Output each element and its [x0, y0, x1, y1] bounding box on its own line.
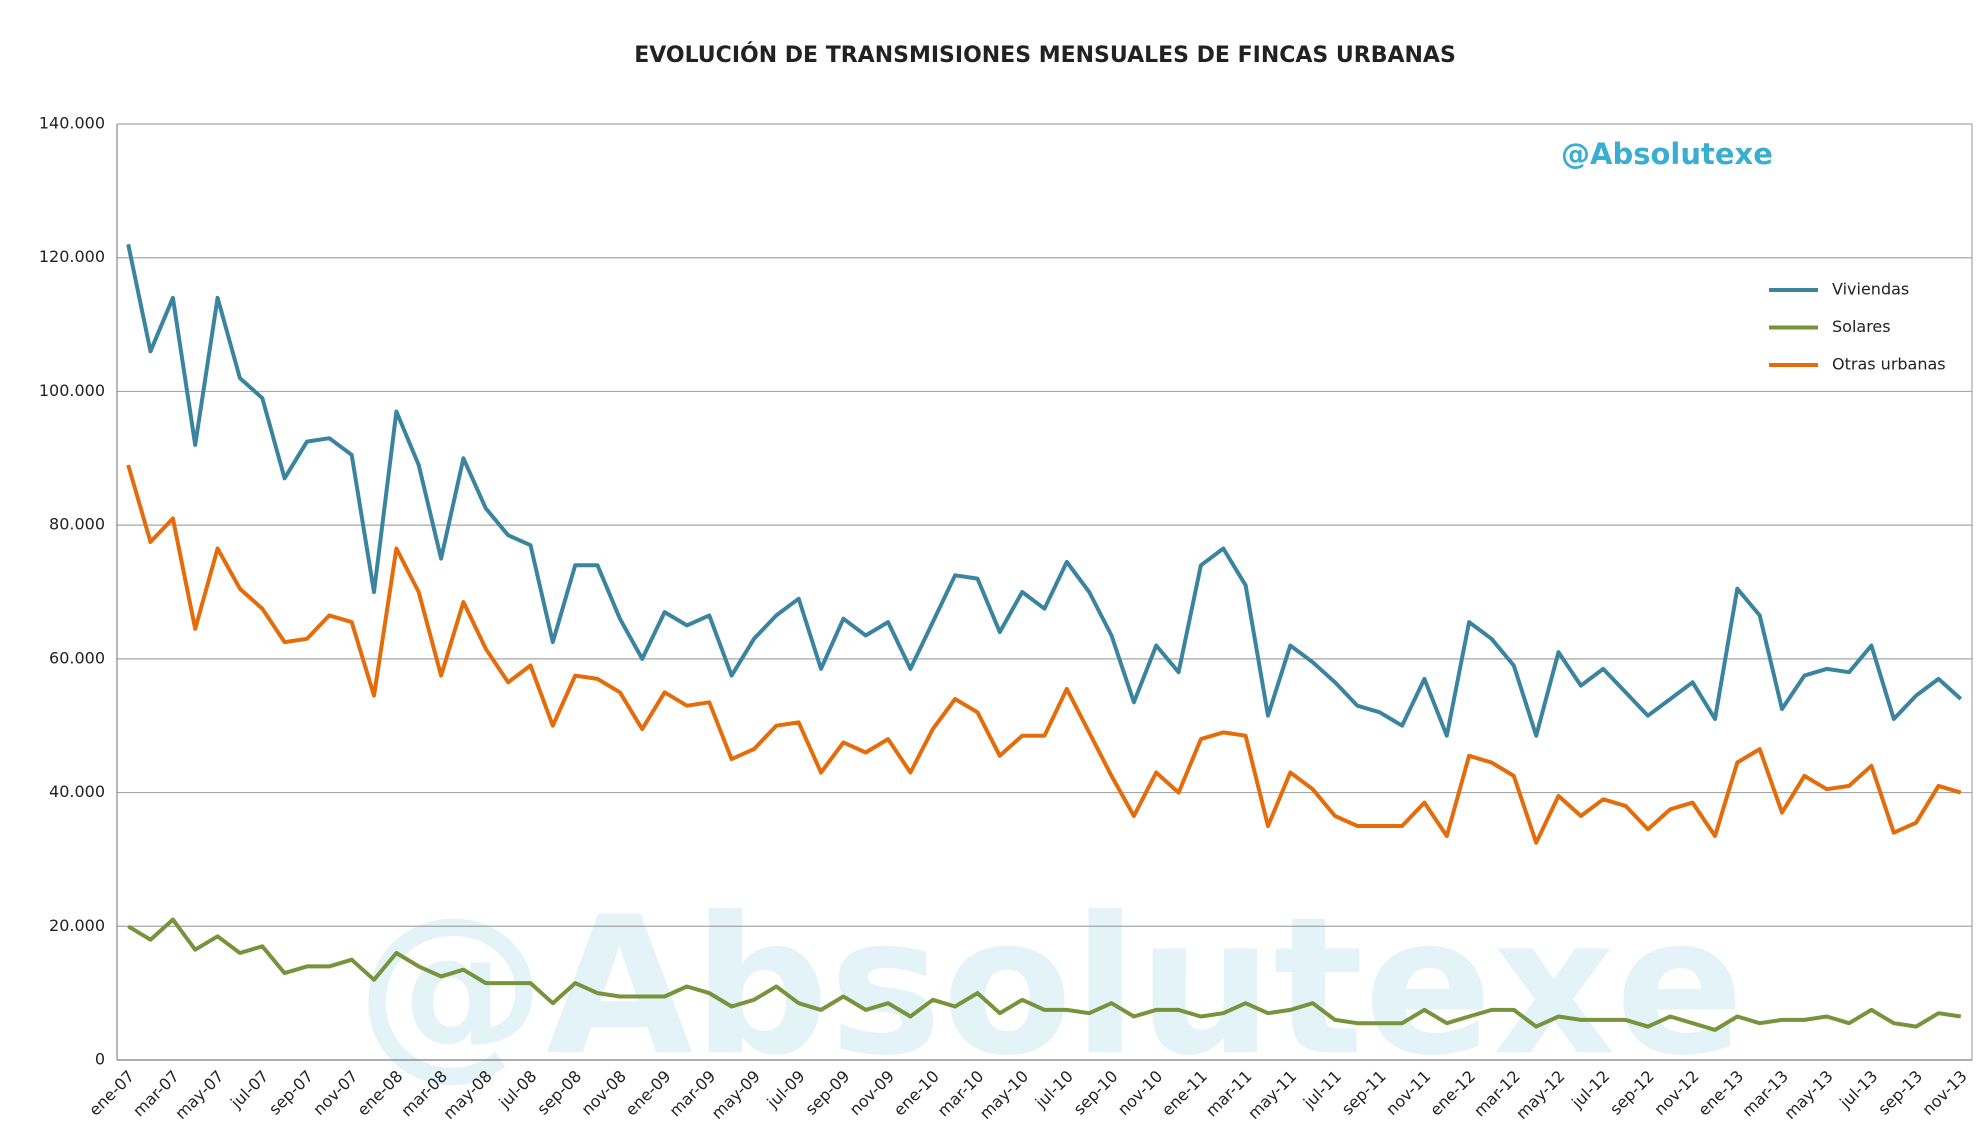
y-tick-label: 140.000: [39, 114, 105, 133]
x-tick-label: nov-07: [309, 1067, 361, 1119]
y-tick-label: 120.000: [39, 247, 105, 266]
x-tick-label: sep-13: [1874, 1067, 1926, 1119]
legend-label: Solares: [1832, 317, 1891, 336]
legend-label: Otras urbanas: [1832, 355, 1946, 374]
watermark-logo: @Absolutexe: [1561, 137, 1773, 171]
chart-title: EVOLUCIÓN DE TRANSMISIONES MENSUALES DE …: [634, 42, 1456, 68]
x-tick-label: may-13: [1780, 1067, 1836, 1123]
y-tick-label: 0: [95, 1050, 105, 1069]
x-tick-label: sep-07: [265, 1067, 317, 1119]
series-line: [126, 464, 1962, 845]
y-tick-label: 40.000: [49, 782, 105, 801]
y-tick-label: 100.000: [39, 381, 105, 400]
y-tick-label: 20.000: [49, 916, 105, 935]
x-tick-label: ene-07: [85, 1067, 138, 1120]
y-tick-label: 80.000: [49, 515, 105, 534]
legend-label: Viviendas: [1832, 280, 1909, 299]
watermark-bg: @Absolutexe: [356, 876, 1744, 1097]
series-line: [127, 917, 1962, 1032]
series-line: [126, 243, 1963, 738]
y-tick-label: 60.000: [49, 648, 105, 667]
x-tick-label: nov-13: [1918, 1067, 1970, 1119]
x-tick-label: may-07: [171, 1067, 227, 1123]
